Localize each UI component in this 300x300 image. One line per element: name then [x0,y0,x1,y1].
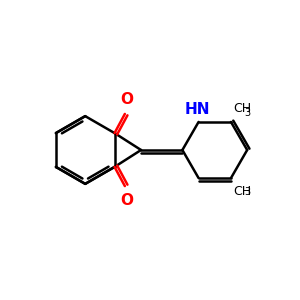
Text: CH: CH [233,184,251,197]
Text: 3: 3 [245,188,251,197]
Text: O: O [120,92,133,107]
Text: CH: CH [233,103,251,116]
Text: O: O [120,193,133,208]
Text: HN: HN [184,102,210,117]
Text: 3: 3 [245,108,251,118]
